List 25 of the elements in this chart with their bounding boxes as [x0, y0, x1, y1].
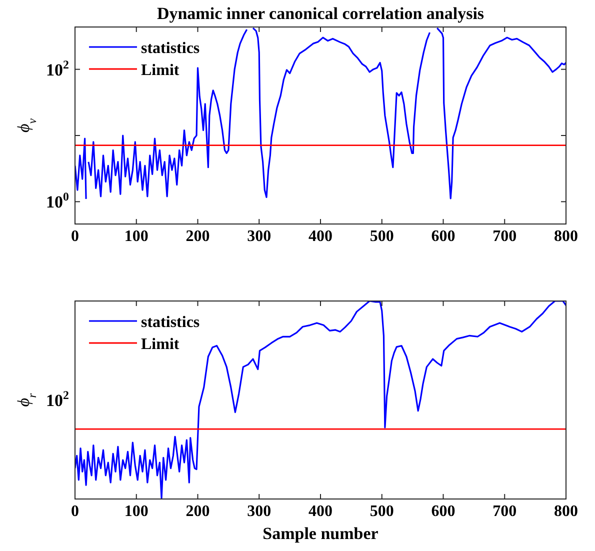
x-tick-label: 600 — [431, 228, 456, 245]
x-tick-label: 800 — [554, 228, 578, 245]
x-tick-label: 500 — [370, 228, 394, 245]
x-tick-label: 500 — [370, 503, 394, 520]
x-tick-label: 300 — [247, 228, 272, 245]
x-tick-label: 200 — [186, 503, 210, 520]
x-tick-label: 700 — [492, 503, 517, 520]
chart-title: Dynamic inner canonical correlation analysis — [156, 4, 484, 23]
x-tick-label: 0 — [71, 228, 79, 245]
legend-label: Limit — [141, 62, 180, 79]
x-tick-label: 400 — [308, 228, 332, 245]
x-tick-label: 600 — [431, 503, 456, 520]
x-tick-label: 700 — [492, 228, 517, 245]
x-tick-label: 200 — [186, 228, 210, 245]
x-tick-label: 300 — [247, 503, 272, 520]
y-tick-label: 10$^{0}$ — [46, 190, 70, 212]
legend-label: Limit — [141, 336, 180, 353]
x-tick-label: 100 — [124, 503, 148, 520]
legend-label: statistics — [141, 40, 200, 57]
x-axis-title: Sample number — [262, 524, 379, 543]
x-tick-label: 800 — [554, 503, 578, 520]
x-tick-label: 0 — [71, 503, 79, 520]
x-tick-label: 400 — [308, 503, 332, 520]
x-tick-label: 100 — [124, 228, 148, 245]
legend-label: statistics — [141, 314, 200, 331]
